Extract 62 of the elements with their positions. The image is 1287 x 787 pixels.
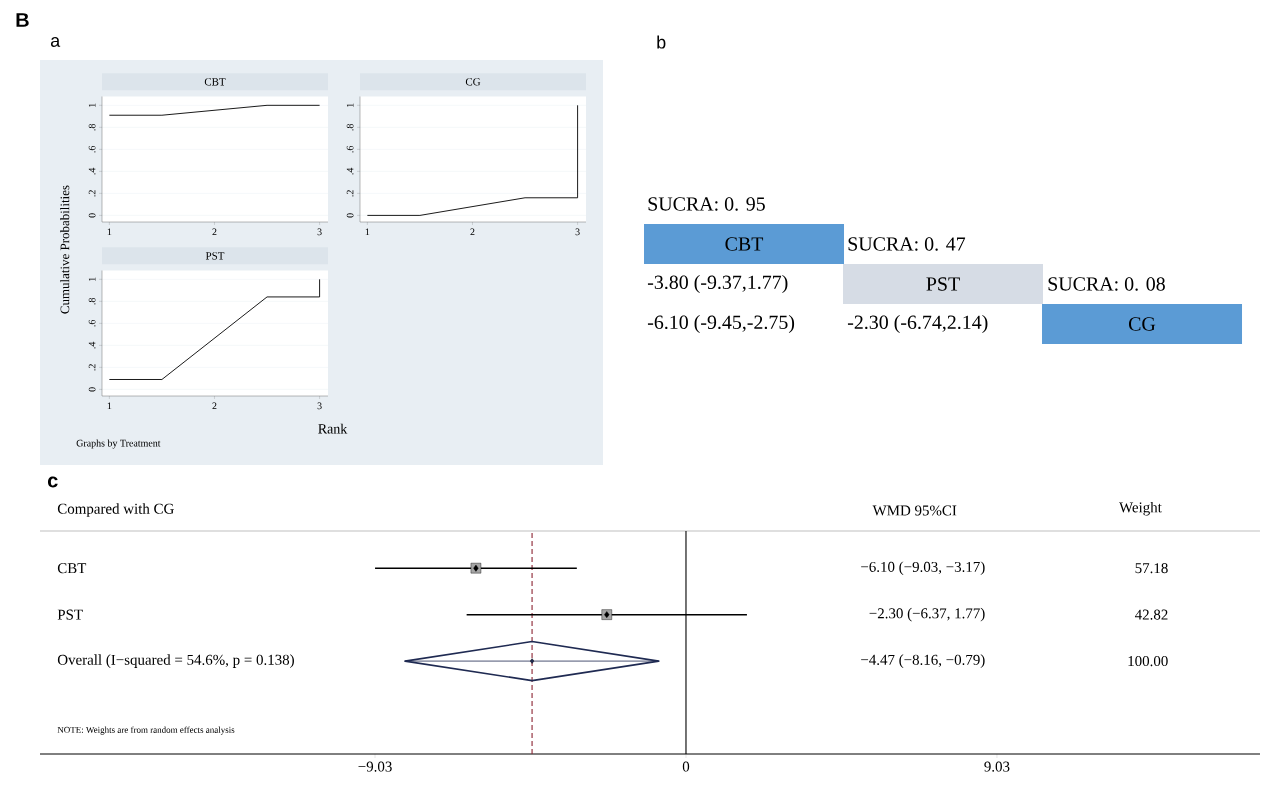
text: -6.10 (-9.45,-2.75) [647, 314, 795, 334]
text: SUCRA: 0. 95 [648, 197, 765, 211]
annotation: −2.30 (−6.37, 1.77) [869, 607, 985, 622]
text: B [16, 13, 29, 27]
y-axis-title: Compared with CG [57, 503, 174, 517]
x-tick-label: 1 [107, 228, 112, 236]
y-tick-label: 1 [346, 103, 354, 107]
y-tick-label: .6 [88, 319, 96, 327]
y-tick-label: 1 [88, 277, 96, 281]
x-tick-label: 1 [107, 402, 112, 410]
chart-title: PST [205, 252, 225, 260]
y-tick-label: .2 [346, 190, 354, 197]
y-tick-label: .8 [346, 123, 354, 131]
x-tick-label: 1 [365, 228, 370, 236]
x-tick-label: 9.03 [984, 761, 1010, 772]
x-tick-label: 3 [575, 228, 580, 236]
y-tick-label: .2 [88, 364, 96, 371]
text: a [50, 37, 61, 47]
y-tick-label: Overall (I−squared = 54.6%, p = 0.138) [57, 654, 294, 668]
y-tick-label: 0 [88, 213, 96, 218]
annotation: 42.82 [1134, 609, 1168, 620]
x-tick-label: 3 [317, 228, 322, 236]
y-tick-label: .8 [88, 123, 96, 131]
x-tick-label: 0 [682, 761, 690, 772]
text: SUCRA: 0. 47 [848, 237, 966, 251]
text: -3.80 (-9.37,1.77) [647, 274, 788, 294]
x-tick-label: 2 [212, 402, 217, 410]
x-tick-label: 2 [470, 228, 475, 236]
y-tick-label: .6 [88, 145, 96, 153]
chart-title: CBT [204, 78, 226, 86]
annotation: −4.47 (−8.16, −0.79) [861, 654, 985, 668]
x-tick-label: 2 [212, 228, 217, 236]
x-tick-label: −9.03 [358, 761, 392, 772]
text: WMD 95%CI [872, 505, 957, 516]
y-tick-label: .4 [346, 167, 354, 175]
text: b [657, 35, 666, 49]
text: Weight [1119, 501, 1162, 516]
annotation: 57.18 [1135, 563, 1168, 574]
text: CG [1128, 317, 1156, 331]
y-tick-label: 1 [88, 103, 96, 107]
x-tick-label: 3 [317, 402, 322, 410]
text: Graphs by Treatment [76, 439, 161, 449]
y-tick-label: .8 [88, 297, 96, 305]
y-tick-label: 0 [346, 213, 354, 218]
x-axis-title: Rank [318, 423, 348, 434]
y-tick-label: CBT [57, 563, 87, 574]
text: PST [926, 277, 960, 291]
chart-title: c [47, 476, 58, 488]
text: NOTE: Weights are from random effects analysis [57, 726, 235, 735]
text: CBT [725, 237, 764, 251]
annotation: −6.10 (−9.03, −3.17) [861, 561, 985, 575]
y-axis-title: Cumulative Probabilities [60, 185, 70, 314]
y-tick-label: .4 [88, 341, 96, 349]
text: SUCRA: 0. 08 [1048, 277, 1165, 291]
y-tick-label: .4 [88, 167, 96, 175]
y-tick-label: 0 [88, 387, 96, 392]
y-tick-label: PST [57, 609, 83, 620]
text: -2.30 (-6.74,2.14) [847, 314, 988, 334]
chart-title: CG [465, 78, 481, 86]
annotation: 100.00 [1128, 656, 1168, 667]
y-tick-label: .2 [88, 190, 96, 197]
y-tick-label: .6 [346, 145, 354, 153]
